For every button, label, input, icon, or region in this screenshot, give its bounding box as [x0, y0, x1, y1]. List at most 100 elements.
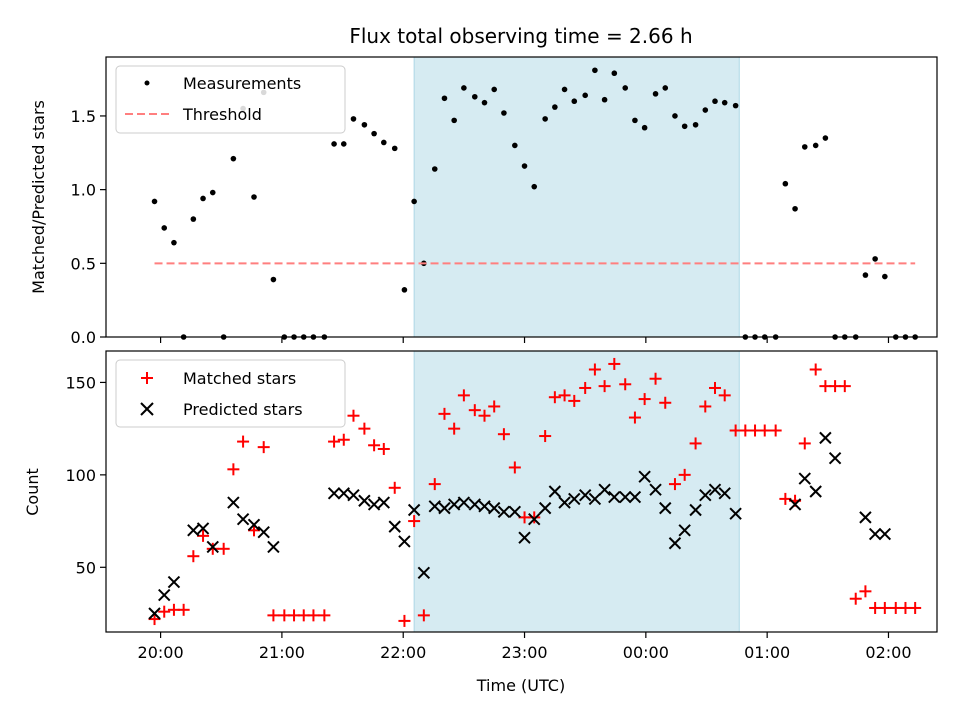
predicted-star-point: [878, 527, 892, 541]
predicted-star-point: [809, 485, 822, 498]
matched-star-point: [809, 363, 822, 376]
predicted-star-point: [148, 607, 161, 620]
top-y-axis-label: Matched/Predicted stars: [29, 100, 48, 294]
y-tick-label: 0.0: [71, 328, 96, 347]
measurement-point: [542, 116, 548, 122]
x-tick-label: 01:00: [744, 643, 790, 662]
predicted-star-point: [227, 496, 240, 509]
measurement-point: [251, 194, 257, 200]
measurement-point: [882, 273, 888, 280]
measurement-point: [501, 110, 507, 116]
measurement-point: [171, 239, 177, 246]
predicted-star-point: [628, 490, 642, 504]
y-tick-label: 50: [76, 558, 96, 577]
predicted-star-point: [508, 505, 522, 519]
measurement-point: [471, 93, 478, 100]
matched-star-point: [158, 605, 171, 618]
predicted-star-point: [828, 452, 842, 465]
measurement-point: [641, 124, 648, 131]
predicted-star-point: [257, 525, 270, 539]
matched-star-point: [859, 585, 872, 598]
measurement-point: [611, 70, 618, 77]
legend-predicted-marker: [140, 402, 154, 416]
chart-title: Flux total observing time = 2.66 h: [349, 24, 692, 48]
y-tick-label: 1.0: [71, 181, 96, 200]
measurement-point: [431, 166, 438, 172]
predicted-star-point: [868, 527, 882, 541]
measurement-point: [371, 130, 377, 137]
predicted-star-point: [708, 483, 722, 496]
matched-star-point: [849, 592, 862, 605]
measurement-point: [161, 225, 168, 231]
predicted-star-point: [718, 487, 731, 500]
measurement-point: [681, 123, 688, 130]
measurement-point: [571, 98, 578, 105]
measurement-point: [461, 85, 467, 91]
measurement-point: [190, 216, 197, 222]
measurement-point: [721, 99, 728, 106]
top-legend: Measurements Threshold: [115, 65, 346, 134]
legend-measurements-label: Measurements: [183, 74, 301, 93]
matched-star-point: [307, 609, 320, 622]
bottom-axes-frame: [105, 350, 938, 633]
predicted-star-point: [819, 431, 832, 445]
predicted-star-point: [678, 524, 691, 537]
matched-star-point: [598, 380, 611, 393]
predicted-star-point: [668, 537, 682, 550]
matched-star-point: [608, 357, 621, 370]
predicted-star-point: [428, 500, 441, 513]
matched-star-point: [197, 529, 210, 542]
matched-star-point: [528, 511, 541, 524]
predicted-star-point: [438, 501, 451, 515]
matched-star-point: [838, 380, 851, 393]
matched-star-point: [628, 411, 641, 424]
measurement-point: [340, 141, 347, 147]
predicted-star-point: [619, 490, 632, 504]
predicted-star-point: [417, 566, 431, 580]
matched-star-point: [708, 381, 721, 394]
x-tick-label: 21:00: [259, 643, 305, 662]
matched-star-point: [779, 492, 792, 505]
matched-star-point: [217, 542, 230, 555]
matched-star-point: [177, 603, 190, 616]
x-axis-label: Time (UTC): [476, 676, 565, 695]
predicted-star-point: [518, 531, 531, 544]
matched-star-point: [337, 433, 350, 446]
matched-star-point: [878, 601, 891, 614]
predicted-star-point: [588, 492, 602, 506]
top-axes-frame: [105, 56, 938, 338]
x-tick-label: 02:00: [865, 643, 911, 662]
measurement-point: [411, 198, 417, 205]
matched-star-point: [318, 609, 331, 622]
predicted-star-point: [388, 520, 401, 533]
measurement-point: [481, 99, 488, 106]
measurement-point: [151, 198, 158, 205]
measurement-point: [652, 91, 659, 97]
matched-star-point: [428, 478, 441, 491]
matched-star-point: [659, 396, 672, 409]
matched-star-point: [267, 609, 280, 622]
y-tick-label: 100: [65, 466, 96, 485]
measurement-point: [822, 135, 829, 141]
measurement-point: [792, 205, 798, 212]
matched-star-point: [718, 389, 731, 402]
matched-star-point: [187, 550, 200, 563]
predicted-star-point: [457, 496, 471, 509]
predicted-star-point: [447, 498, 461, 511]
matched-star-point: [206, 542, 219, 555]
measurement-point: [782, 180, 789, 187]
matched-star-point: [377, 442, 390, 455]
measurement-point: [350, 116, 357, 122]
matched-star-point: [398, 614, 411, 627]
predicted-star-point: [598, 483, 611, 496]
matched-star-point: [579, 381, 592, 394]
legend-matched-label: Matched stars: [183, 369, 296, 388]
matched-star-point: [248, 524, 261, 537]
matched-star-point: [909, 601, 922, 614]
ratio-panel: 0.0 0.5 1.0 1.5 Matched/Predicted stars Mea…: [29, 56, 938, 347]
predicted-star-point: [659, 501, 672, 515]
measurement-point: [622, 85, 629, 91]
shaded-observing-window: [414, 57, 740, 337]
predicted-star-point: [267, 540, 280, 554]
